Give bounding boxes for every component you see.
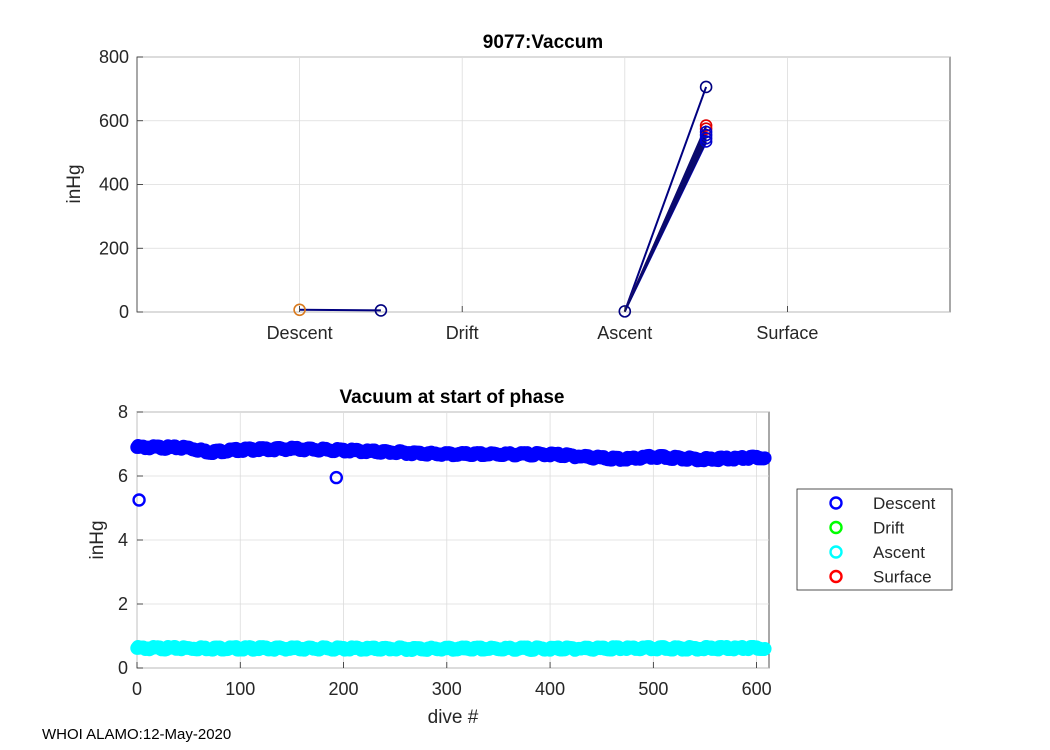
- top-plot-x-ticks: Descent Drift Ascent Surface: [267, 306, 818, 343]
- bottom-plot-title: Vacuum at start of phase: [340, 387, 565, 408]
- bottom-plot-panel: 0 2 4 6 8 0 100 200 300 400 500 600 Vacuum at star…: [87, 387, 772, 728]
- bottom-xtick-label: 200: [329, 679, 359, 699]
- top-series-line: [624, 125, 707, 312]
- legend-marker-ascent: [829, 545, 843, 559]
- bottom-ytick-label: 6: [118, 466, 128, 486]
- top-ytick-label: 0: [119, 302, 129, 322]
- legend: Descent Drift Ascent Surface: [796, 488, 953, 591]
- top-series-marker: [374, 304, 388, 317]
- bottom-series-descent: [130, 439, 772, 507]
- bottom-ytick-label: 2: [118, 594, 128, 614]
- legend-label-surface: Surface: [873, 568, 932, 587]
- top-series-marker: [618, 305, 632, 318]
- top-series-marker: [293, 303, 306, 317]
- legend-marker-drift: [829, 520, 843, 535]
- bottom-xtick-label: 600: [742, 679, 772, 699]
- top-plot-title: 9077:Vaccum: [483, 32, 603, 53]
- bottom-series-point: [758, 642, 772, 656]
- top-plot-ylabel: inHg: [64, 164, 85, 203]
- bottom-series-ascent: [130, 639, 772, 657]
- bottom-plot-xlabel: dive #: [428, 707, 479, 728]
- top-xtick-label: Drift: [446, 323, 479, 343]
- bottom-series-outlier: [329, 470, 344, 485]
- top-xtick-label: Ascent: [597, 323, 652, 343]
- legend-items: Descent Drift Ascent Surface: [829, 494, 936, 587]
- bottom-plot-gridlines: [136, 411, 769, 669]
- top-xtick-label: Surface: [756, 323, 818, 343]
- top-plot-markers: [293, 80, 713, 318]
- top-plot-y-ticks: 0 200 400 600 800: [99, 47, 143, 322]
- top-series-marker: [699, 128, 713, 142]
- legend-label-ascent: Ascent: [873, 543, 925, 562]
- bottom-ytick-label: 8: [118, 402, 128, 422]
- bottom-xtick-label: 0: [132, 679, 142, 699]
- top-series-marker: [699, 131, 713, 145]
- bottom-xtick-label: 400: [535, 679, 565, 699]
- legend-marker-surface: [829, 569, 843, 584]
- footer-credit: WHOI ALAMO:12-May-2020: [42, 726, 232, 743]
- top-series-marker: [699, 125, 713, 139]
- legend-label-drift: Drift: [873, 519, 904, 538]
- top-ytick-label: 800: [99, 47, 129, 67]
- legend-label-descent: Descent: [873, 494, 936, 513]
- top-xtick-label: Descent: [267, 323, 333, 343]
- top-plot-gridlines: [137, 56, 950, 313]
- bottom-xtick-label: 500: [638, 679, 668, 699]
- bottom-plot-series: [130, 439, 772, 657]
- bottom-xtick-label: 300: [432, 679, 462, 699]
- legend-marker-descent: [829, 496, 843, 510]
- top-series-marker: [699, 122, 713, 136]
- top-series-marker: [699, 135, 713, 148]
- bottom-ytick-label: 4: [118, 530, 128, 550]
- top-series-marker: [699, 80, 713, 94]
- bottom-series-point: [758, 451, 772, 465]
- bottom-plot-ylabel: inHg: [87, 520, 108, 559]
- bottom-xtick-label: 100: [225, 679, 255, 699]
- top-plot-series: [299, 86, 708, 312]
- bottom-series-outlier: [132, 493, 146, 507]
- top-series-line: [623, 86, 708, 312]
- top-series-marker: [699, 119, 713, 132]
- top-ytick-label: 200: [99, 238, 129, 258]
- bottom-plot-x-ticks: 0 100 200 300 400 500 600: [132, 662, 772, 699]
- top-series-line: [299, 308, 381, 312]
- top-ytick-label: 600: [99, 111, 129, 131]
- bottom-plot-y-ticks: 0 2 4 6 8: [118, 402, 143, 678]
- bottom-ytick-label: 0: [118, 658, 128, 678]
- top-ytick-label: 400: [99, 175, 129, 195]
- legend-box: [796, 488, 953, 591]
